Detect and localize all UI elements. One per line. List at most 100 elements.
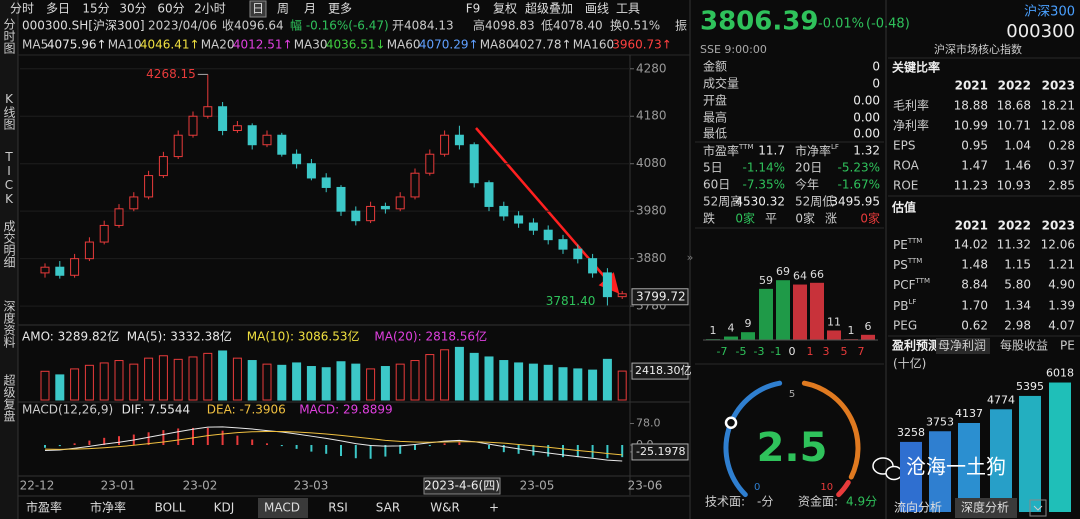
volume-bar — [321, 367, 331, 401]
candle-body — [292, 153, 302, 165]
cell-value: 1.04 — [1004, 139, 1031, 153]
volume-bar — [395, 363, 405, 401]
cell-value: 1.48 — [961, 258, 988, 272]
period-tab[interactable]: 多日 — [46, 2, 70, 16]
period-tab[interactable]: 周 — [277, 2, 289, 16]
side-tab[interactable]: 深度资料 — [2, 300, 16, 348]
volume-bar — [70, 368, 80, 401]
pair-label: 今年 — [795, 177, 819, 192]
candle-body — [499, 205, 509, 217]
candle-body — [528, 222, 538, 231]
pair-label: 涨 — [825, 211, 837, 226]
volume-bar — [144, 357, 154, 401]
x-tick-label: -7 — [717, 345, 728, 358]
indicator-tab[interactable]: RSI — [328, 501, 348, 515]
indicator-tab[interactable]: 市净率 — [90, 500, 126, 515]
cell-value: 10.99 — [954, 119, 988, 133]
ma-value: 3960.73↑ — [612, 38, 672, 52]
cell-value: 4.07 — [1048, 319, 1075, 333]
ma-label: MA20 — [201, 38, 235, 52]
side-tab[interactable]: K线图 — [2, 92, 16, 130]
stat-value: 0.00 — [853, 94, 880, 108]
collapse-icon[interactable]: » — [687, 251, 694, 264]
unit-label: (十亿) — [893, 356, 926, 371]
indicator-tab[interactable]: KDJ — [214, 501, 235, 515]
forecast-tab[interactable]: PE — [1060, 339, 1075, 353]
x-tick-label: -5 — [736, 345, 747, 358]
candle-body — [99, 224, 109, 243]
tool-button[interactable]: 工具 — [616, 2, 640, 16]
bar-value-label: 64 — [793, 270, 807, 283]
indicator-tab[interactable]: + — [489, 501, 499, 515]
bar-value-label: 1 — [848, 324, 855, 337]
label-main: PB — [893, 299, 908, 313]
side-tab[interactable]: 成交明细 — [2, 220, 16, 268]
distribution-bar — [827, 330, 841, 340]
forecast-bar — [929, 431, 951, 512]
exchange-time: SSE 9:00:00 — [700, 43, 767, 56]
pair-value: 11.7 — [758, 144, 785, 158]
period-tab[interactable]: 更多 — [328, 2, 352, 16]
candle-body — [321, 177, 331, 188]
period-tab[interactable]: 60分 — [157, 2, 184, 16]
forecast-tab[interactable]: 母净利润 — [938, 339, 986, 353]
ma-value: 4036.51↓ — [326, 38, 386, 52]
gauge-arc — [801, 380, 861, 480]
tool-button[interactable]: 超级叠加 — [525, 1, 573, 16]
cell-value: 5.80 — [1004, 278, 1031, 292]
tab-selected — [955, 498, 1017, 518]
analysis-tab[interactable]: 深度分析 — [961, 500, 1009, 515]
quote-info: 低4078.40 — [541, 19, 603, 33]
volume-legend: MA(20): 2818.56亿 — [374, 329, 487, 344]
period-tab[interactable]: 2小时 — [194, 2, 226, 16]
y-tick-label: 4180 — [636, 109, 667, 123]
side-tab[interactable]: TICK — [2, 150, 16, 206]
candle-body — [336, 186, 346, 212]
index-name: 沪深300 — [1024, 4, 1075, 20]
candle-body — [454, 134, 464, 146]
cell-value: 10.93 — [997, 179, 1031, 193]
ma-label: MA30 — [294, 38, 328, 52]
forecast-bar — [990, 409, 1012, 512]
side-tab[interactable]: 超级复盘 — [2, 373, 16, 422]
pair-value: 3495.95 — [830, 195, 880, 209]
tool-button[interactable]: F9 — [466, 2, 481, 16]
volume-bar — [114, 360, 124, 401]
period-tab[interactable]: 月 — [304, 2, 316, 16]
volume-bar — [528, 363, 538, 401]
indicator-tab[interactable]: MACD — [264, 501, 300, 515]
gauge-max: 10 — [820, 482, 833, 493]
candle-body — [173, 134, 183, 158]
indicator-tab[interactable]: SAR — [376, 501, 400, 515]
period-tab[interactable]: 分时 — [10, 2, 34, 16]
side-tab[interactable]: 分时图 — [2, 18, 16, 54]
cell-value: 0.37 — [1048, 159, 1075, 173]
cell-value: 1.34 — [1004, 299, 1031, 313]
forecast-tab[interactable]: 每股收益 — [1000, 338, 1048, 353]
volume-bar — [84, 364, 94, 401]
dropdown-button[interactable] — [1029, 499, 1047, 517]
label-sup: TTM — [915, 277, 930, 285]
volume-bar — [40, 370, 50, 401]
volume-bar — [588, 369, 598, 401]
period-tab[interactable]: 日 — [252, 2, 264, 16]
candle-body — [410, 172, 420, 198]
distribution-bar — [724, 336, 738, 340]
analysis-tab[interactable]: 流向分析 — [894, 500, 942, 515]
period-tab[interactable]: 15分 — [82, 2, 109, 16]
period-tab[interactable]: 30分 — [119, 2, 146, 16]
candle-body — [469, 144, 479, 184]
indicator-tab[interactable]: 市盈率 — [26, 500, 62, 515]
bar-value-label: 4774 — [987, 393, 1015, 406]
watermark: 沧海一土狗 — [906, 455, 1006, 479]
gauge-min: 0 — [754, 482, 760, 493]
distribution-bar — [861, 334, 875, 340]
tool-button[interactable]: 复权 — [493, 2, 517, 16]
ma-value: 4046.41↑ — [140, 38, 200, 52]
indicator-tab[interactable]: W&R — [430, 501, 460, 515]
volume-bar — [99, 362, 109, 401]
x-tick-label: 2023-4-6(四) — [424, 479, 500, 493]
pair-label: 52周低 — [795, 195, 834, 209]
tool-button[interactable]: 画线 — [585, 2, 609, 16]
indicator-tab[interactable]: BOLL — [155, 501, 186, 515]
